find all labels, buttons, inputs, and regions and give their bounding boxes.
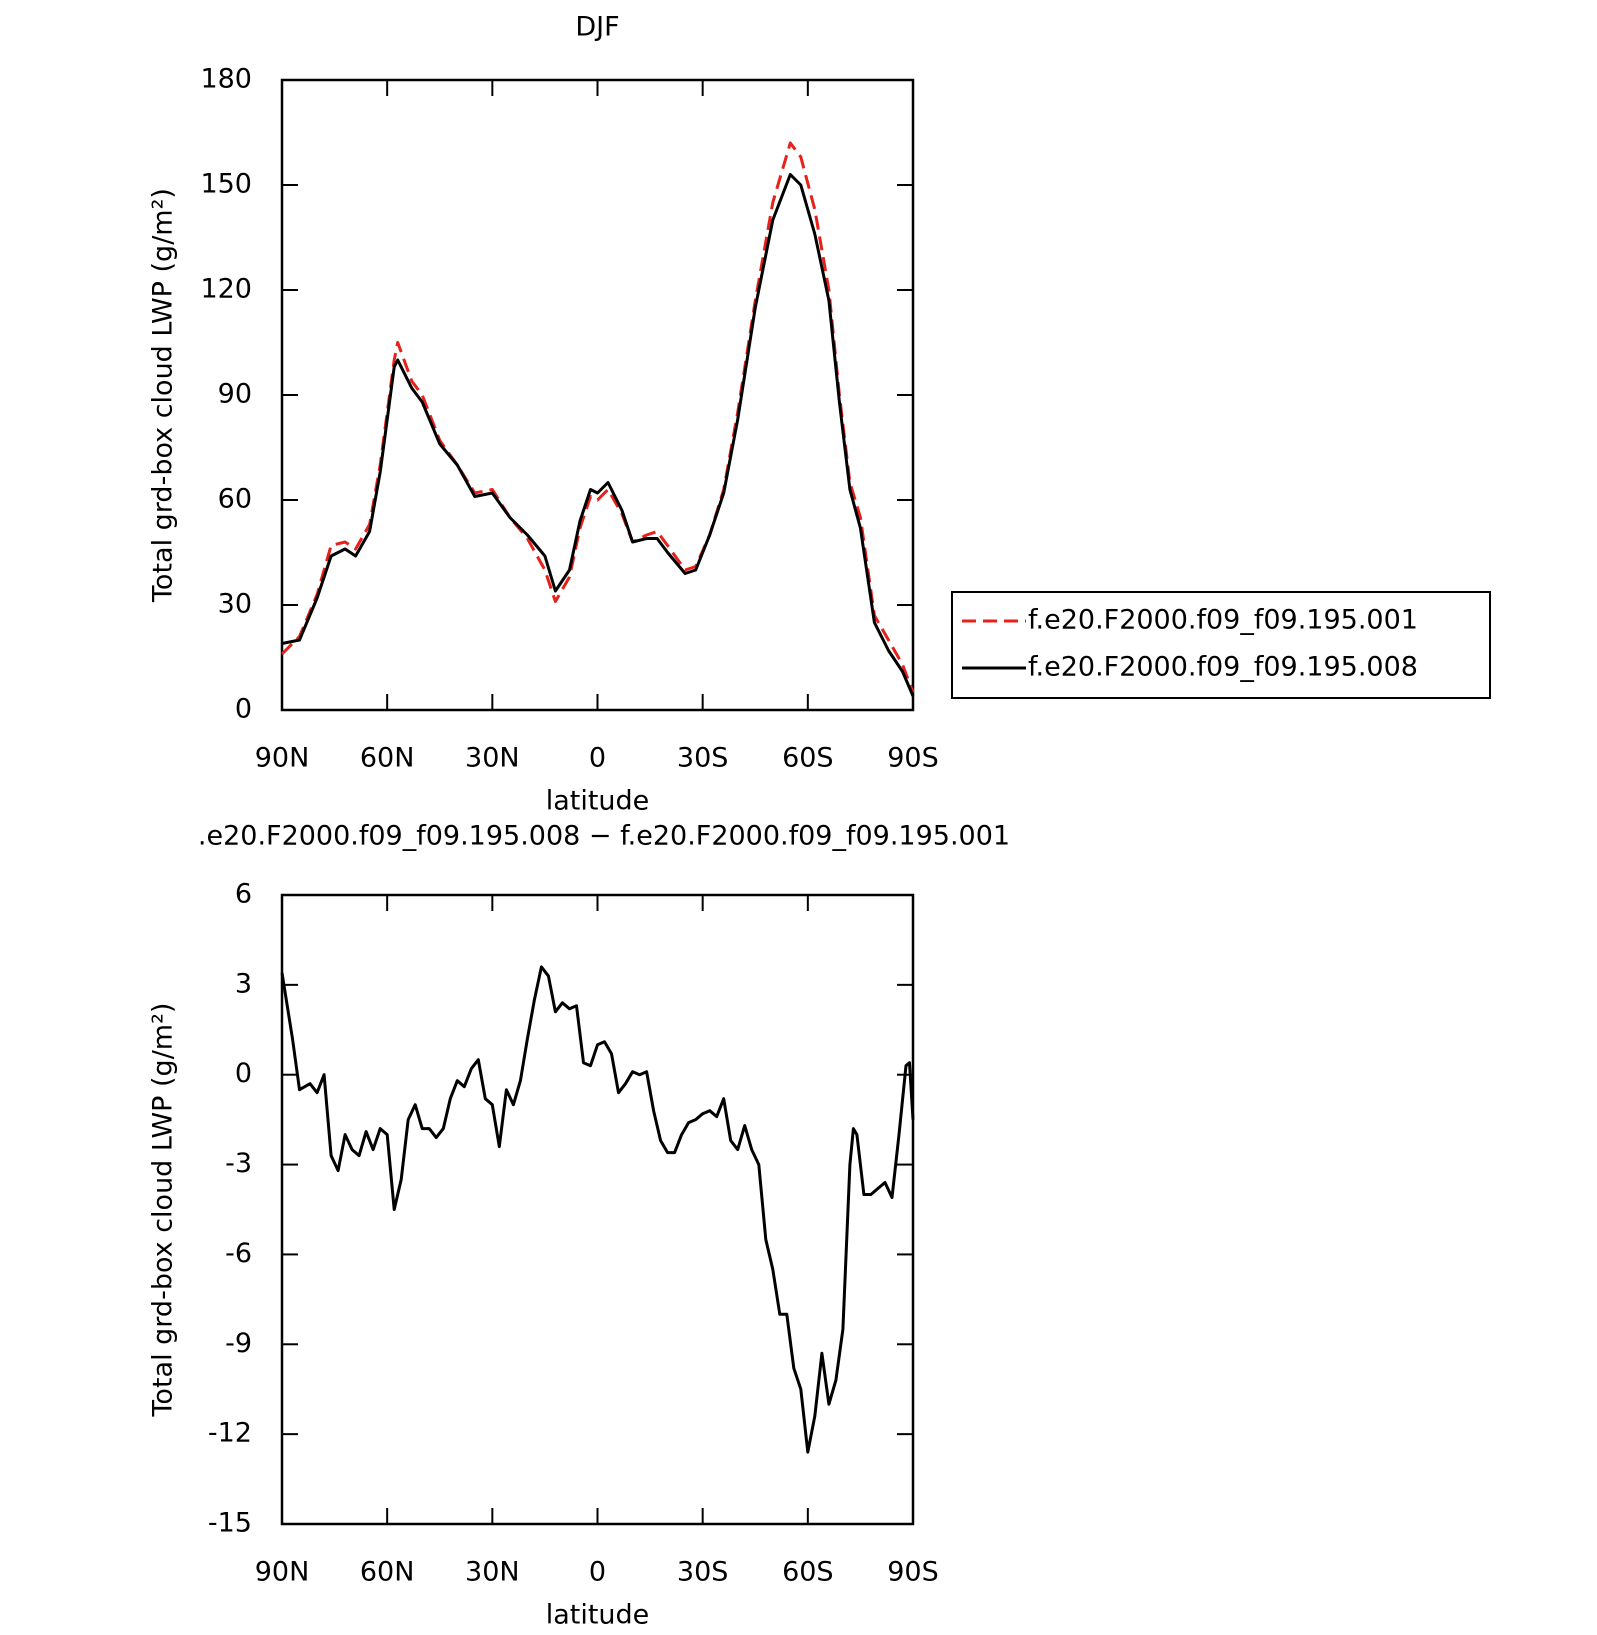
y-axis-label: Total grd-box cloud LWP (g/m²) bbox=[148, 1003, 179, 1418]
data-line bbox=[280, 141, 915, 694]
x-tick-label: 90N bbox=[255, 1557, 310, 1588]
x-tick-label: 30S bbox=[677, 743, 729, 774]
y-axis-label: Total grd-box cloud LWP (g/m²) bbox=[148, 188, 179, 603]
y-tick-label: 60 bbox=[218, 484, 252, 515]
x-axis-label: latitude bbox=[546, 1600, 650, 1631]
chart-title: DJF bbox=[575, 12, 619, 43]
chart-title: .e20.F2000.f09_f09.195.008 − f.e20.F2000… bbox=[198, 821, 1010, 852]
y-tick-label: 30 bbox=[218, 589, 252, 620]
y-tick-label: -6 bbox=[225, 1238, 252, 1269]
y-tick-label: 0 bbox=[235, 694, 252, 725]
x-tick-label: 60N bbox=[360, 743, 415, 774]
y-tick-label: 180 bbox=[200, 64, 252, 95]
x-tick-label: 30N bbox=[465, 743, 520, 774]
legend-label: f.e20.F2000.f09_f09.195.001 bbox=[1028, 605, 1418, 636]
data-line bbox=[280, 965, 915, 1454]
y-tick-label: -3 bbox=[225, 1148, 252, 1179]
y-tick-label: 150 bbox=[200, 169, 252, 200]
legend-box bbox=[951, 591, 1491, 699]
legend-label: f.e20.F2000.f09_f09.195.008 bbox=[1028, 652, 1418, 683]
x-tick-label: 90S bbox=[887, 743, 939, 774]
x-axis-label: latitude bbox=[546, 786, 650, 817]
plot-frame bbox=[280, 78, 915, 712]
data-line bbox=[281, 173, 915, 697]
x-tick-label: 60S bbox=[782, 743, 834, 774]
x-tick-label: 0 bbox=[589, 1557, 606, 1588]
y-tick-label: -12 bbox=[208, 1418, 252, 1449]
x-tick-label: 90S bbox=[887, 1557, 939, 1588]
y-tick-label: 120 bbox=[200, 274, 252, 305]
y-tick-label: -9 bbox=[225, 1328, 252, 1359]
x-tick-label: 90N bbox=[255, 743, 310, 774]
plot-frame bbox=[280, 893, 915, 1526]
x-tick-label: 60S bbox=[782, 1557, 834, 1588]
x-tick-label: 0 bbox=[589, 743, 606, 774]
y-tick-label: 0 bbox=[235, 1058, 252, 1089]
y-tick-label: 90 bbox=[218, 379, 252, 410]
x-tick-label: 60N bbox=[360, 1557, 415, 1588]
y-tick-label: -15 bbox=[208, 1508, 252, 1539]
y-tick-label: 6 bbox=[235, 879, 252, 910]
x-tick-label: 30N bbox=[465, 1557, 520, 1588]
x-tick-label: 30S bbox=[677, 1557, 729, 1588]
y-tick-label: 3 bbox=[235, 968, 252, 999]
